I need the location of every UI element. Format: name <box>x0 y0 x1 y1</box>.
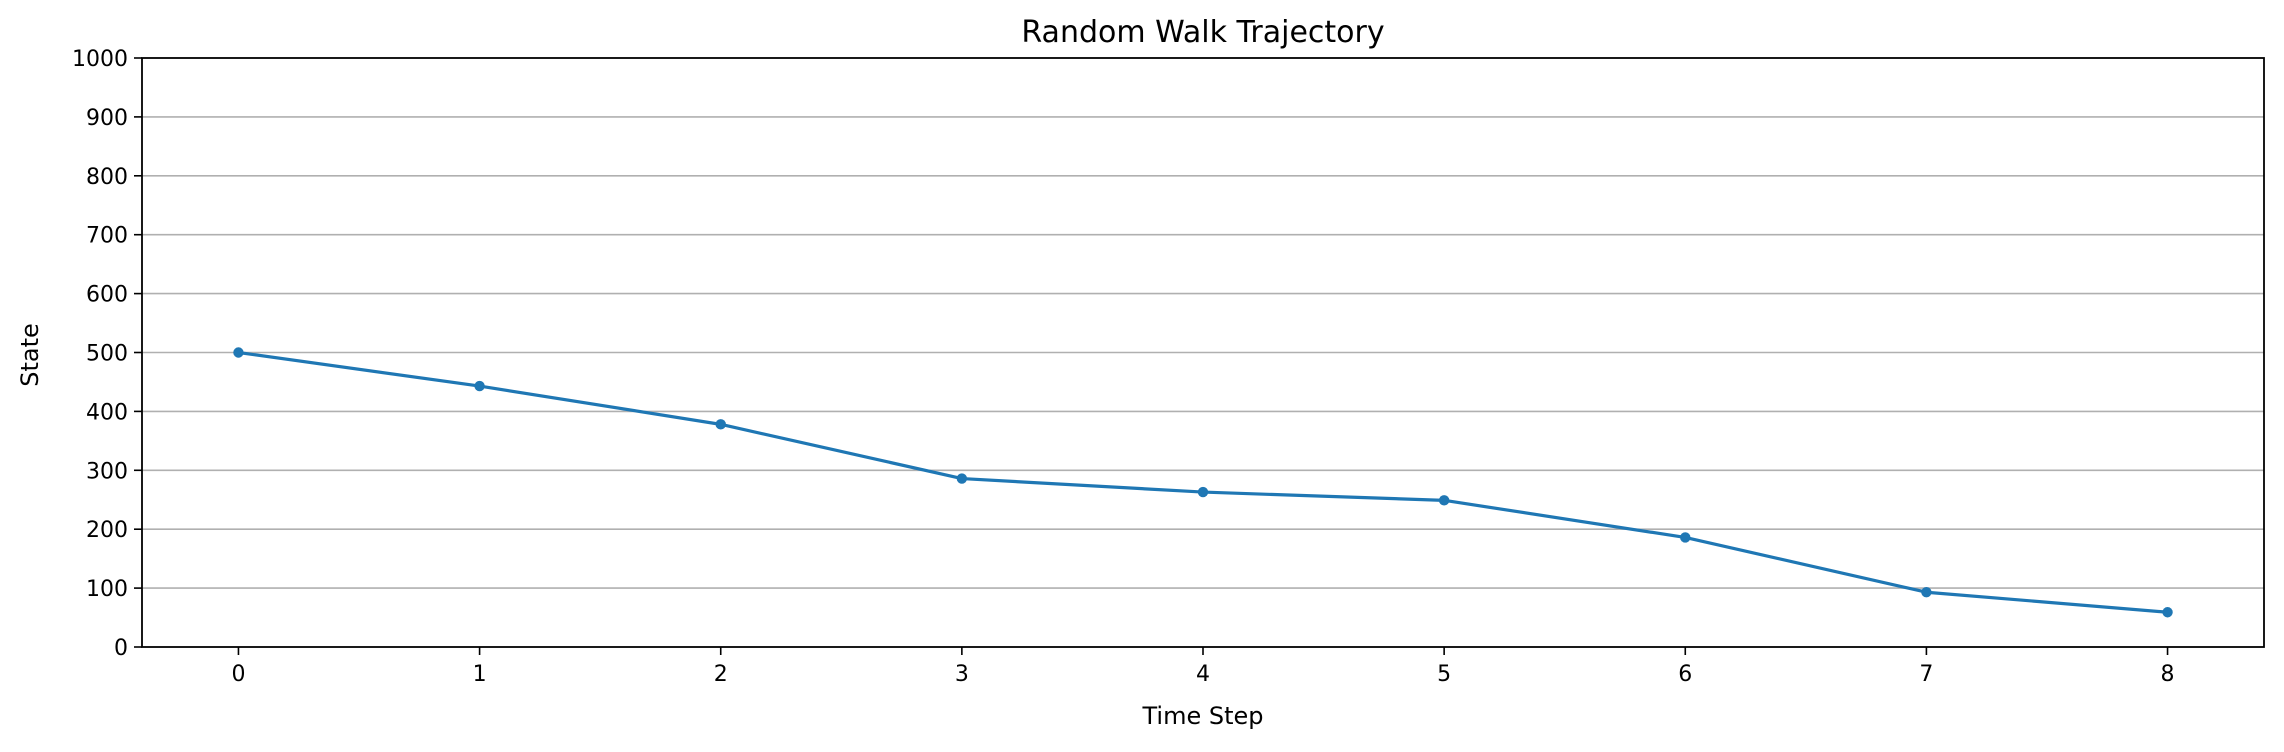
x-axis-label: Time Step <box>1141 702 1263 730</box>
y-tick-label-10: 1000 <box>72 47 128 72</box>
y-tick-label-1: 100 <box>86 577 128 602</box>
data-point-0-1 <box>474 380 485 392</box>
x-tick-label-2: 2 <box>714 662 728 687</box>
y-tick-label-9: 900 <box>86 106 128 131</box>
data-point-0-5 <box>1438 495 1450 506</box>
data-point-0-4 <box>1197 486 1209 498</box>
ticks: 0 1 2 3 4 5 6 7 8 0 100 200 300 400 500 600 700 800 900 100… <box>72 47 2175 687</box>
x-tick-label-4: 4 <box>1196 662 1210 687</box>
x-tick-label-1: 1 <box>473 662 487 687</box>
y-tick-label-5: 500 <box>86 342 128 367</box>
y-tick-label-2: 200 <box>86 518 128 543</box>
series <box>233 347 2173 618</box>
data-point-0-8 <box>2162 607 2173 618</box>
y-axis-label: State <box>16 323 44 387</box>
data-point-0-2 <box>715 419 726 430</box>
x-tick-label-5: 5 <box>1437 662 1451 687</box>
x-tick-label-3: 3 <box>955 662 969 687</box>
x-tick-label-6: 6 <box>1678 662 1692 687</box>
chart-title: Random Walk Trajectory <box>1021 15 1384 50</box>
y-tick-label-8: 800 <box>86 165 128 190</box>
y-tick-label-7: 700 <box>86 224 128 249</box>
data-point-0-7 <box>1921 587 1932 598</box>
grid <box>142 116 2264 589</box>
series-line-0 <box>236 350 2170 614</box>
y-tick-label-6: 600 <box>86 283 128 308</box>
y-tick-label-0: 0 <box>114 636 128 661</box>
x-tick-label-0: 0 <box>231 662 245 687</box>
x-tick-label-8: 8 <box>2161 662 2175 687</box>
data-point-0-3 <box>956 473 968 484</box>
y-tick-label-3: 300 <box>86 459 128 484</box>
x-tick-label-7: 7 <box>1919 662 1933 687</box>
data-point-0-6 <box>1680 532 1691 543</box>
y-tick-label-4: 400 <box>86 400 128 425</box>
data-point-0-0 <box>233 347 244 358</box>
